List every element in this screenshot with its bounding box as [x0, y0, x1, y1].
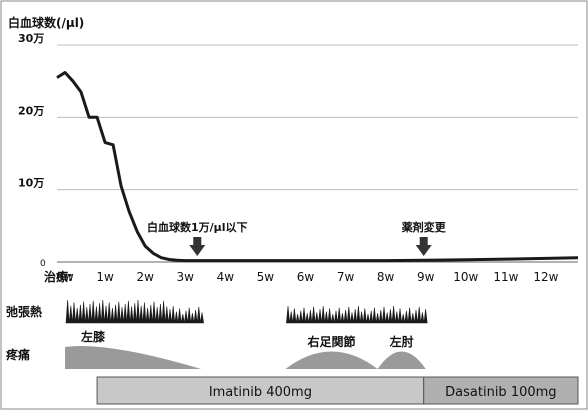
x-tick-label: 9w	[417, 270, 435, 284]
fever-label: 弛張熱	[6, 304, 42, 319]
fever-row: 弛張熱	[6, 299, 428, 324]
pain-site-label: 左肘	[389, 334, 414, 349]
annotation-label: 薬剤変更	[402, 220, 447, 234]
fever-spikes	[65, 299, 204, 324]
annotation-label: 白血球数1万/μl以下	[147, 220, 248, 234]
x-tick-label: 5w	[257, 270, 275, 284]
chart-title: 白血球数(/μl)	[8, 15, 84, 30]
y-axis-ticks: 30万 20万 10万 0	[18, 32, 46, 269]
treatment-segment	[96, 376, 425, 405]
pain-row: 疼痛 左膝 右足関節 左肘	[6, 329, 426, 369]
pain-hump	[377, 351, 426, 369]
y-tick-label: 10万	[18, 177, 44, 190]
x-axis-ticks: 治療: 0w 1w 2w 3w 4w 5w 6w 7w 8w 9w 10w 11w 12w	[44, 269, 559, 284]
treatment-label: Imatinib 400mg	[209, 385, 312, 400]
annotations: 白血球数1万/μl以下 薬剤変更	[147, 220, 447, 256]
x-label-prefix: 治療:	[44, 269, 73, 284]
pain-hump	[285, 351, 378, 369]
x-tick-label: 8w	[377, 270, 395, 284]
x-tick-label: 4w	[217, 270, 235, 284]
series-line	[56, 71, 579, 263]
wbc-series	[56, 71, 579, 263]
pain-site-label: 左膝	[80, 329, 106, 344]
x-tick-label: 0w	[56, 270, 74, 284]
pain-hump	[65, 345, 202, 369]
treatment-bar: Imatinib 400mg Dasatinib 100mg	[96, 376, 579, 405]
x-tick-label: 12w	[533, 270, 558, 284]
x-tick-label: 1w	[96, 270, 114, 284]
y-tick-label: 20万	[18, 104, 44, 117]
fever-spikes	[286, 305, 428, 324]
y-tick-label: 0	[40, 259, 46, 269]
x-tick-label: 7w	[337, 270, 355, 284]
treatment-label: Dasatinib 100mg	[445, 385, 556, 400]
x-tick-label: 2w	[136, 270, 154, 284]
down-arrow-icon	[189, 237, 206, 256]
x-tick-label: 3w	[177, 270, 195, 284]
pain-label: 疼痛	[6, 347, 30, 362]
y-tick-label: 30万	[18, 32, 44, 45]
pain-site-label: 右足関節	[307, 334, 356, 349]
x-tick-label: 6w	[297, 270, 315, 284]
x-tick-label: 10w	[453, 270, 478, 284]
x-tick-label: 11w	[493, 270, 518, 284]
treatment-segment	[423, 376, 579, 405]
down-arrow-icon	[415, 237, 432, 256]
